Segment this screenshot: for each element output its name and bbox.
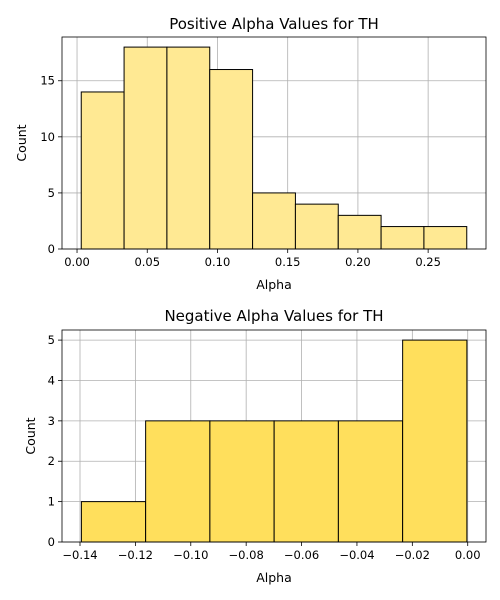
y-tick-label: 5 xyxy=(48,333,55,347)
x-tick-label: 0.15 xyxy=(275,255,301,269)
negative-alpha-histogram: −0.14 −0.12 −0.10 −0.08 −0.06 −0.04 −0.02 0.00 0… xyxy=(23,307,487,585)
histogram-bar xyxy=(294,203,339,250)
histogram-bar xyxy=(423,226,468,250)
y-tick-label: 3 xyxy=(48,414,55,428)
x-tick-label: −0.10 xyxy=(173,548,208,562)
y-axis-label: Count xyxy=(14,124,29,161)
y-axis-label: Count xyxy=(23,417,38,454)
x-tick-label: 0.05 xyxy=(134,255,160,269)
y-tick-label: 0 xyxy=(48,535,55,549)
histogram-bar xyxy=(209,69,254,250)
histogram-bar xyxy=(209,420,275,543)
histogram-bar xyxy=(337,214,382,250)
y-tick-label: 15 xyxy=(40,74,55,88)
histogram-bar xyxy=(273,420,339,543)
histogram-bar xyxy=(145,420,211,543)
chart-title: Negative Alpha Values for TH xyxy=(164,307,383,325)
x-tick-label: 0.00 xyxy=(64,255,90,269)
y-tick-label: 4 xyxy=(48,373,55,387)
axes-frame xyxy=(61,36,487,250)
x-tick-label: −0.06 xyxy=(284,548,319,562)
x-tick-label: −0.04 xyxy=(339,548,374,562)
histogram-bar xyxy=(166,46,211,250)
histogram-bar xyxy=(80,501,147,543)
x-axis-label: Alpha xyxy=(256,570,292,585)
chart-title: Positive Alpha Values for TH xyxy=(169,15,379,33)
x-tick-label: −0.12 xyxy=(118,548,153,562)
x-axis-label: Alpha xyxy=(256,277,292,292)
axes-frame xyxy=(61,329,487,543)
histogram-bar xyxy=(337,420,404,543)
histogram-bar xyxy=(123,46,168,250)
x-tick-label: −0.08 xyxy=(229,548,264,562)
x-tick-label: 0.00 xyxy=(455,548,481,562)
x-tick-label: 0.10 xyxy=(205,255,231,269)
positive-alpha-histogram: 0.00 0.05 0.10 0.15 0.20 0.25 0 5 10 15 Positive A… xyxy=(14,15,487,292)
histogram-bar xyxy=(252,192,296,250)
histogram-bar xyxy=(80,91,125,250)
histogram-bar xyxy=(380,226,425,250)
x-tick-label: 0.20 xyxy=(345,255,371,269)
x-tick-label: 0.25 xyxy=(415,255,441,269)
histogram-bar xyxy=(402,339,468,543)
y-tick-label: 1 xyxy=(48,495,55,509)
y-tick-label: 2 xyxy=(48,454,55,468)
x-tick-label: −0.02 xyxy=(395,548,430,562)
y-tick-label: 10 xyxy=(40,130,55,144)
y-tick-label: 5 xyxy=(48,186,55,200)
x-tick-label: −0.14 xyxy=(62,548,97,562)
y-tick-label: 0 xyxy=(48,242,55,256)
